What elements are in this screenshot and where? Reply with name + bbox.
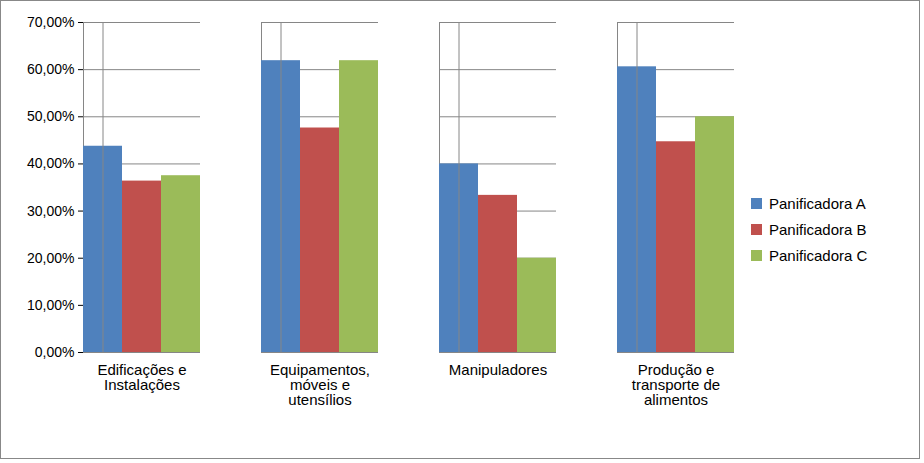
html-text:Panificadora C: Panificadora C — [769, 247, 868, 264]
svg-text:50,00%: 50,00% — [27, 108, 74, 124]
html-text:Panificadora A: Panificadora A — [769, 195, 866, 212]
svg-text:Manipuladores: Manipuladores — [449, 361, 547, 378]
svg-text:30,00%: 30,00% — [27, 203, 74, 219]
svg-text:60,00%: 60,00% — [27, 61, 74, 77]
svg-text:0,00%: 0,00% — [35, 344, 75, 360]
svg-text:70,00%: 70,00% — [27, 14, 74, 30]
svg-text:40,00%: 40,00% — [27, 155, 74, 171]
svg-text:Equipamentos,móveis eutensílio: Equipamentos,móveis eutensílios — [270, 361, 370, 408]
svg-text:Produção etransporte dealiment: Produção etransporte dealimentos — [632, 361, 720, 408]
html-text:Panificadora B: Panificadora B — [769, 221, 867, 238]
svg-text:Edificações eInstalações: Edificações eInstalações — [97, 361, 186, 393]
svg-text:10,00%: 10,00% — [27, 297, 74, 313]
svg-text:20,00%: 20,00% — [27, 250, 74, 266]
